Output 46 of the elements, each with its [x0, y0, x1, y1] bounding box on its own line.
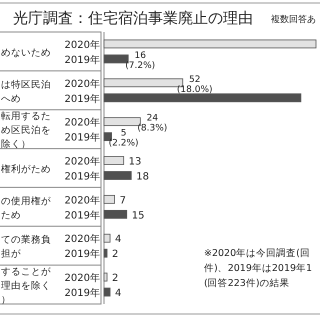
bar — [104, 272, 108, 282]
bar — [104, 171, 132, 180]
data-label: 13 — [128, 156, 142, 168]
bar — [104, 234, 110, 243]
series-label: 2020年 — [64, 38, 100, 51]
data-label: 5 (2.2%) — [108, 128, 139, 149]
y-tick-label: は特区民泊へめ — [1, 78, 51, 104]
y-tick-label: 転用するため区民泊を除く） — [1, 111, 51, 150]
text: 2020年 — [64, 156, 100, 168]
bar — [104, 156, 124, 165]
data-label: 4 — [115, 288, 122, 300]
text: 2019年 — [64, 249, 100, 260]
y-tick-label: 権利がため — [1, 163, 51, 175]
text: 2019年 — [64, 210, 100, 222]
y-tick-label: の使用権がため — [1, 194, 52, 221]
text: 2019年 — [64, 132, 100, 144]
text: 2020年 — [64, 118, 100, 129]
bar — [104, 93, 302, 102]
chart-title: 光庁調査：住宅宿泊事業廃止の理由 — [13, 9, 253, 27]
text: 2019年 — [64, 94, 100, 105]
chart-subtitle: 複数回答あ — [271, 14, 316, 25]
y-tick-label: めないため — [1, 47, 51, 58]
data-label: 7 — [120, 195, 126, 206]
text: 2020年 — [64, 234, 100, 246]
data-label: 16 (7.2%) — [125, 50, 156, 71]
y-tick-label: ての業務負担が — [1, 234, 51, 260]
data-label: 52 (18.0%) — [176, 74, 213, 95]
y-tick-label: することが理由を除く） — [1, 266, 52, 306]
data-label: 2 — [112, 249, 118, 260]
series-label: 2019年 — [64, 54, 100, 66]
text: 2020年 — [64, 273, 100, 284]
bar — [104, 40, 316, 48]
data-label: 15 — [132, 210, 144, 222]
bar — [104, 210, 128, 219]
annotation: ※2020年は今回調査(回件)、2019年は2019年1(回答223件)の結果 — [204, 247, 312, 289]
data-label: 24 (8.3%) — [137, 114, 168, 134]
text: 2020年 — [64, 195, 100, 206]
bar — [104, 248, 108, 258]
data-label: 4 — [115, 234, 122, 246]
text: 2019年 — [64, 172, 100, 182]
text: 2020年 — [64, 78, 100, 90]
text: 2019年 — [64, 288, 100, 300]
bar — [104, 194, 115, 204]
data-label: 2 — [112, 273, 118, 284]
data-label: 18 — [136, 172, 149, 182]
bar — [104, 288, 110, 296]
